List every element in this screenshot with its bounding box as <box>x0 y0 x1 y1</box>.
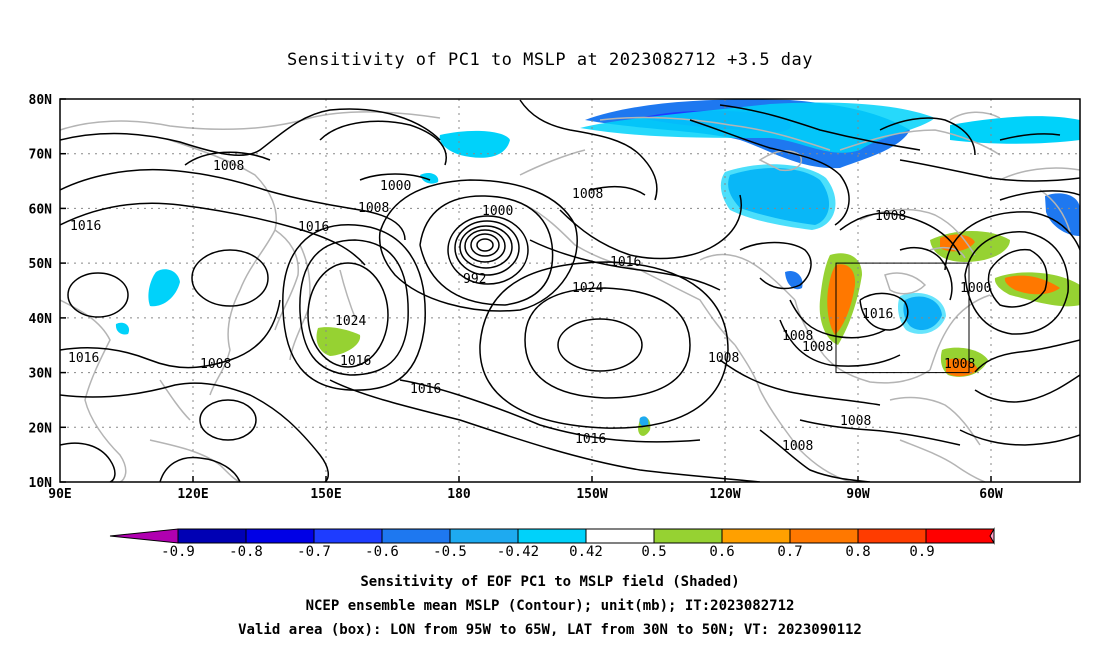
shade-green-japan <box>316 327 361 356</box>
map-border <box>59 98 1081 483</box>
lon-label: 90E <box>48 487 71 502</box>
shade-cyan-pacific3 <box>639 416 649 427</box>
lat-label: 40N <box>29 312 53 327</box>
colorbar-swatch <box>653 528 723 544</box>
colorbar-label: 0.7 <box>777 544 802 560</box>
colorbar-swatch <box>789 528 859 544</box>
lat-label: 70N <box>29 148 53 163</box>
caption-line-3: Valid area (box): LON from 95W to 65W, L… <box>238 622 862 638</box>
shade-cyan-eastarctic <box>950 116 1080 144</box>
lon-label: 150W <box>576 487 607 502</box>
lon-label: 120W <box>709 487 740 502</box>
colorbar-label: 0.5 <box>641 544 666 560</box>
lat-label: 10N <box>29 476 53 491</box>
axis-ticks <box>60 98 992 483</box>
shade-cyan-greatlakes <box>785 270 803 290</box>
shade-cyan-atlantic <box>898 292 946 334</box>
colorbar-label: -0.7 <box>297 544 331 560</box>
colorbar-swatch <box>585 528 655 544</box>
map-title: Sensitivity of PC1 to MSLP at 2023082712… <box>286 50 813 70</box>
colorbar-swatch <box>517 528 587 544</box>
contour-label: 1008 <box>572 187 603 202</box>
colorbar-swatch <box>381 528 451 544</box>
contour-label: 1008 <box>802 340 833 355</box>
contour-label: 1000 <box>960 281 991 296</box>
longitude-labels: 90E 120E 150E 180 150W 120W 90W 60W <box>48 487 1003 502</box>
contour-label: 1016 <box>68 351 99 366</box>
colorbar-swatch <box>245 528 315 544</box>
colorbar-label: 0.8 <box>845 544 870 560</box>
contour-label: 1016 <box>610 255 641 270</box>
colorbar-swatch <box>449 528 519 544</box>
contour-label: 1008 <box>708 351 739 366</box>
sensitivity-shading <box>115 99 1080 436</box>
colorbar-label: -0.8 <box>229 544 263 560</box>
colorbar-swatch <box>177 528 247 544</box>
shade-cyan-asia1 <box>148 269 180 307</box>
lat-label: 30N <box>29 367 53 382</box>
lon-label: 180 <box>447 487 471 502</box>
contour-label: 1016 <box>862 307 893 322</box>
mslp-contours <box>60 99 1080 482</box>
caption-line-2: NCEP ensemble mean MSLP (Contour); unit(… <box>305 598 795 614</box>
lon-label: 90W <box>846 487 870 502</box>
valid-area-box <box>835 262 970 374</box>
contour-label: 1008 <box>213 159 244 174</box>
colorbar-label: 0.42 <box>569 544 603 560</box>
lat-label: 80N <box>29 93 53 108</box>
contour-label: 1008 <box>200 357 231 372</box>
contour-label: 1008 <box>840 414 871 429</box>
colorbar-label: 0.6 <box>709 544 734 560</box>
shade-orange-westus <box>827 264 856 335</box>
shade-cyan-canada <box>720 164 836 230</box>
contour-label: 1016 <box>298 220 329 235</box>
contour-label: 1008 <box>782 329 813 344</box>
shade-cyan-asia2 <box>115 322 130 335</box>
caption-line-1: Sensitivity of EOF PC1 to MSLP field (Sh… <box>360 574 740 590</box>
lat-label: 20N <box>29 421 53 436</box>
contour-label: 1000 <box>482 204 513 219</box>
contour-label: 1016 <box>410 382 441 397</box>
contour-label: 1008 <box>782 439 813 454</box>
colorbar-label: -0.5 <box>433 544 467 560</box>
lon-label: 60W <box>979 487 1003 502</box>
shade-cyan-pacific2 <box>420 172 439 184</box>
contour-label: 1016 <box>70 219 101 234</box>
contour-label: 1016 <box>575 432 606 447</box>
coastlines <box>60 111 1080 482</box>
colorbar-swatch <box>109 528 179 544</box>
latitude-labels: 80N 70N 60N 50N 40N 30N 20N 10N <box>29 93 53 491</box>
contour-label: 992 <box>463 272 486 287</box>
colorbar-swatch <box>313 528 383 544</box>
map-gridlines <box>60 99 1080 482</box>
contour-labels: 1008 1000 1008 1000 1016 1008 992 1016 1… <box>68 159 991 454</box>
shade-cyan-arctic <box>580 102 935 153</box>
contour-label: 1008 <box>358 201 389 216</box>
colorbar-label: -0.42 <box>497 544 539 560</box>
colorbar: -0.9 -0.8 -0.7 -0.6 -0.5 -0.42 0.42 0.5 … <box>109 527 995 560</box>
lat-label: 50N <box>29 257 53 272</box>
colorbar-swatch <box>857 528 927 544</box>
colorbar-label: -0.9 <box>161 544 195 560</box>
colorbar-labels: -0.9 -0.8 -0.7 -0.6 -0.5 -0.42 0.42 0.5 … <box>161 544 935 560</box>
shade-orange-eastatl <box>1004 275 1060 295</box>
contour-label: 1024 <box>335 314 366 329</box>
colorbar-label: 0.9 <box>909 544 934 560</box>
colorbar-swatch <box>721 528 791 544</box>
colorbar-swatches <box>109 527 995 545</box>
contour-label: 1008 <box>944 357 975 372</box>
contour-label: 1024 <box>572 281 603 296</box>
lat-label: 60N <box>29 202 53 217</box>
contour-label: 1000 <box>380 179 411 194</box>
contour-label: 1008 <box>875 209 906 224</box>
colorbar-swatch <box>925 528 995 544</box>
colorbar-swatch <box>989 527 995 545</box>
contour-label: 1016 <box>340 354 371 369</box>
colorbar-label: -0.6 <box>365 544 399 560</box>
lon-label: 120E <box>177 487 208 502</box>
shade-cyan-pacific1 <box>439 130 510 158</box>
shade-orange-subtrop <box>946 358 978 377</box>
lon-label: 150E <box>310 487 341 502</box>
